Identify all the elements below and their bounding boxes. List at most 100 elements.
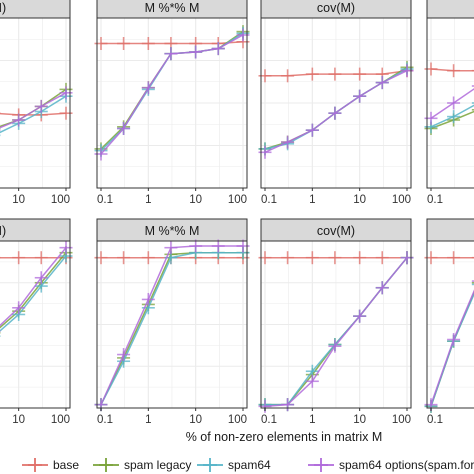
panel-border [96, 17, 248, 189]
facet-strip [426, 0, 474, 19]
data-point [447, 64, 461, 78]
legend-label: spam64 options(spam.force64 = TRUE) [339, 458, 474, 472]
facet-title: cov(M) [317, 1, 355, 15]
data-point [117, 37, 131, 50]
data-point [164, 47, 178, 61]
facet-title: M %*% M [145, 224, 200, 238]
data-point [353, 251, 367, 265]
data-point [141, 251, 155, 265]
panel-border [426, 240, 474, 409]
data-point [34, 271, 48, 285]
data-point [211, 239, 225, 253]
data-point [447, 333, 461, 347]
data-point [12, 301, 26, 315]
data-point [447, 110, 461, 124]
x-tick-label: 100 [228, 194, 247, 206]
data-point [281, 135, 295, 149]
data-point [12, 251, 26, 265]
panel-border [96, 240, 248, 409]
x-tick-label: 100 [228, 414, 247, 426]
x-tick-label: 10 [353, 414, 366, 426]
x-tick-label: 1 [309, 194, 315, 206]
data-point [375, 281, 389, 295]
x-axis-title: % of non-zero elements in matrix M [186, 430, 383, 444]
x-tick-label: 100 [51, 194, 70, 206]
legend-item: spam legacy [93, 458, 191, 472]
data-point [117, 251, 131, 265]
panel-border [0, 17, 71, 189]
data-point [12, 113, 26, 127]
x-tick-label: 0.1 [427, 194, 443, 206]
facet-title: M %*% M [145, 1, 200, 15]
data-point [328, 67, 342, 81]
x-tick-label: 0.1 [427, 414, 443, 426]
data-point [353, 89, 367, 103]
data-point [34, 251, 48, 265]
legend: base spam legacy spam64 spam64 options(spam… [22, 458, 474, 472]
data-point [328, 339, 342, 353]
data-point [305, 374, 319, 388]
data-point [375, 76, 389, 90]
data-point [305, 123, 319, 137]
data-point [305, 251, 319, 265]
data-point [164, 241, 178, 255]
data-point [328, 106, 342, 120]
legend-item: spam64 [197, 458, 271, 472]
data-point [141, 81, 155, 95]
data-point [117, 348, 131, 362]
facet-title: t(M) [0, 1, 6, 15]
data-point [211, 42, 225, 56]
facet-title: cov(M) [317, 224, 355, 238]
panel-border [426, 17, 474, 189]
data-point [34, 99, 48, 113]
facet-panel: cov(M) 0.1 1 10 100 [258, 218, 414, 426]
data-point [447, 96, 461, 110]
x-tick-label: 100 [392, 194, 411, 206]
data-point [281, 398, 295, 412]
legend-label: base [53, 458, 79, 472]
x-tick-label: 10 [12, 414, 25, 426]
x-tick-label: 0.1 [261, 194, 277, 206]
data-point [117, 122, 131, 135]
data-point [447, 251, 461, 265]
data-point [189, 239, 203, 253]
x-tick-label: 10 [353, 194, 366, 206]
x-tick-label: 1 [145, 414, 151, 426]
data-point [281, 69, 295, 83]
x-tick-label: 1 [145, 194, 151, 206]
x-tick-label: 0.1 [261, 414, 277, 426]
facet-strip [0, 218, 71, 242]
data-point [281, 251, 295, 265]
x-tick-label: 0.1 [97, 194, 113, 206]
x-tick-label: 100 [392, 414, 411, 426]
x-tick-label: 10 [12, 194, 25, 206]
facet-title: t(M) [0, 224, 6, 238]
data-point [189, 45, 203, 59]
facet-strip [0, 0, 71, 19]
data-point [328, 251, 342, 265]
facet-panel: M %*% M 0.1 1 10 100 [94, 0, 250, 206]
x-tick-label: 0.1 [97, 414, 113, 426]
facet-panel: M %*% M 0.1 1 10 100 [94, 218, 250, 426]
data-point [353, 309, 367, 323]
legend-item: spam64 options(spam.force64 = TRUE) [308, 458, 474, 472]
x-tick-label: 10 [189, 414, 202, 426]
panel-border [260, 240, 412, 409]
data-point [375, 251, 389, 265]
facet-strip [426, 218, 474, 242]
facet-panel: cov(M) 0.1 1 10 100 [258, 0, 414, 206]
x-tick-label: 100 [51, 414, 70, 426]
x-tick-label: 1 [309, 414, 315, 426]
legend-label: spam64 [228, 458, 271, 472]
panel-border [0, 240, 71, 409]
data-point [141, 292, 155, 306]
legend-label: spam legacy [124, 458, 191, 472]
data-point [353, 67, 367, 81]
panel-border [260, 17, 412, 189]
panels-layer: t(M)0.1110100M %*% M0.1110100cov(M)0.111… [0, 0, 474, 426]
